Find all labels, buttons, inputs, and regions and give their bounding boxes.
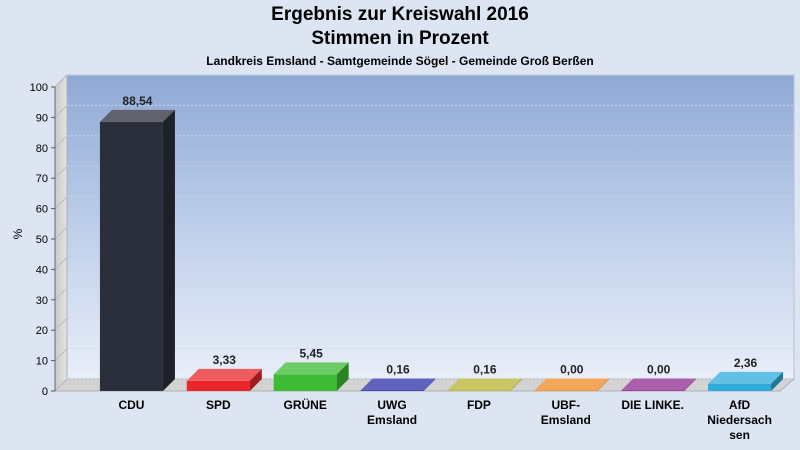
bar-front <box>186 380 250 391</box>
y-tick-label: 100 <box>30 82 48 94</box>
gridline-side <box>54 348 68 361</box>
gridline-side <box>54 287 68 301</box>
bar-front <box>273 374 337 391</box>
x-tick-label: AfD Niedersach sen <box>707 398 772 442</box>
bar-front <box>447 390 511 391</box>
data-label: 0,00 <box>647 363 671 377</box>
y-tick-label: 80 <box>36 143 48 155</box>
gridline-side <box>54 105 68 118</box>
x-tick-label: DIE LINKE. <box>621 398 684 412</box>
y-tick-label: 60 <box>36 204 48 216</box>
bar-front <box>360 390 424 391</box>
bar-side <box>684 378 697 391</box>
bar <box>621 378 697 391</box>
bar-side <box>771 371 784 391</box>
y-axis: 0 10 20 30 40 50 60 70 80 90 100 <box>30 82 56 398</box>
chart-title-line2: Stimmen in Prozent <box>311 28 489 49</box>
chart-subtitle: Landkreis Emsland - Samtgemeinde Sögel -… <box>206 54 594 68</box>
y-tick-label: 30 <box>36 295 48 307</box>
bar <box>447 378 523 391</box>
y-tick-label: 70 <box>36 173 48 185</box>
bar-top <box>621 378 697 391</box>
bar <box>360 378 436 391</box>
y-tick-label: 40 <box>36 264 48 276</box>
data-label: 0,16 <box>473 363 497 377</box>
x-tick-label: UBF-Emsland <box>541 398 591 427</box>
bar <box>186 368 262 391</box>
gridline-side <box>54 196 68 209</box>
data-label: 88,54 <box>122 94 152 108</box>
data-label: 0,00 <box>560 363 584 377</box>
bar <box>534 378 610 391</box>
gridline-side <box>54 257 68 270</box>
x-tick-label: GRÜNE <box>284 397 327 412</box>
data-label: 0,16 <box>386 363 410 377</box>
data-label: 3,33 <box>213 353 237 367</box>
x-axis: CDU SPD GRÜNE UWG Emsland FDP UBF-Emsland DIE L… <box>118 397 771 442</box>
bar <box>708 371 784 391</box>
value-labels: 88,54 3,33 5,45 0,16 0,16 0,00 0,00 2,36 <box>122 94 757 377</box>
bars <box>99 109 784 391</box>
bar-top <box>99 109 175 122</box>
bar-front <box>621 390 685 391</box>
chart-title: Ergebnis zur Kreiswahl 2016 <box>271 4 529 25</box>
data-label: 5,45 <box>300 346 324 360</box>
gridline-side <box>54 74 68 88</box>
y-tick-label: 90 <box>36 112 48 124</box>
x-tick-label: CDU <box>118 398 144 412</box>
bar <box>273 362 349 391</box>
bar <box>99 109 175 391</box>
bar-side <box>249 368 262 391</box>
x-tick-label: SPD <box>206 398 231 412</box>
y-tick-label: 20 <box>36 325 48 337</box>
bar-front <box>534 390 598 391</box>
bar-top <box>708 371 784 384</box>
gridline-side <box>54 317 68 331</box>
bar-top <box>534 378 610 391</box>
x-tick-label: UWG Emsland <box>367 398 417 427</box>
y-tick-label: 10 <box>36 356 48 368</box>
y-tick-label: 50 <box>36 234 48 246</box>
bar-top <box>273 362 349 375</box>
gridlines <box>54 74 794 392</box>
bar-side <box>423 378 436 391</box>
bar-top <box>447 378 523 391</box>
bar-side <box>336 362 349 391</box>
bar-side <box>162 109 175 391</box>
gridline-side <box>54 135 68 149</box>
y-tick-label: 0 <box>42 386 48 398</box>
bar-top <box>360 378 436 391</box>
x-tick-label: FDP <box>467 398 491 412</box>
bar-front <box>99 121 163 391</box>
data-label: 2,36 <box>734 356 758 370</box>
gridline-side <box>54 378 68 392</box>
gridline-side <box>54 165 68 179</box>
bar-top <box>186 368 262 381</box>
bar-front <box>708 383 772 391</box>
gridline-side <box>54 226 68 240</box>
y-axis-label: % <box>11 228 25 239</box>
bar-side <box>510 378 523 391</box>
bar-side <box>597 378 610 391</box>
